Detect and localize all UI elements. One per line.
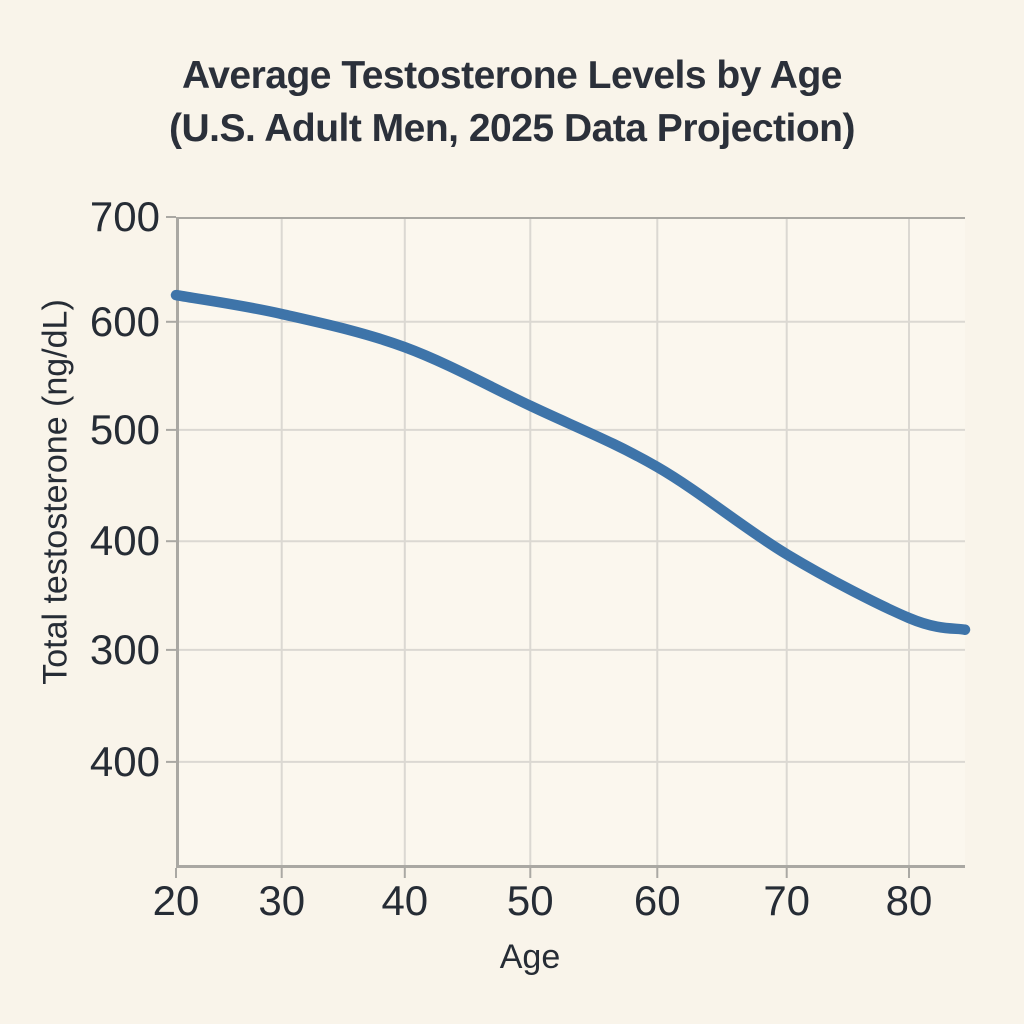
x-tick-label: 50 — [506, 877, 554, 924]
plot-area — [166, 216, 971, 878]
y-tick-label: 400 — [89, 517, 160, 565]
chart-title-line2: (U.S. Adult Men, 2025 Data Projection) — [168, 107, 856, 150]
x-tick-label: 30 — [258, 877, 306, 924]
plot-background — [176, 217, 965, 868]
chart-title-line1: Average Testosterone Levels by Age — [182, 54, 842, 97]
x-tick-label: 20 — [152, 877, 200, 924]
x-tick-label: 70 — [763, 877, 811, 924]
y-tick-label: 400 — [89, 737, 160, 785]
chart-title: Average Testosterone Levels by Age (U.S.… — [0, 49, 1024, 155]
x-tick-label: 60 — [633, 877, 681, 924]
y-tick-label: 500 — [89, 405, 160, 453]
x-tick-label: 80 — [885, 877, 933, 924]
y-tick-label: 700 — [89, 193, 160, 240]
y-tick-label: 300 — [89, 625, 160, 673]
y-axis-title: Total testosterone (ng/dL) — [36, 299, 75, 685]
y-tick-label: 600 — [89, 297, 160, 345]
testosterone-line-series — [170, 289, 971, 635]
x-tick-label: 40 — [381, 877, 429, 924]
x-axis-title: Age — [499, 938, 561, 976]
